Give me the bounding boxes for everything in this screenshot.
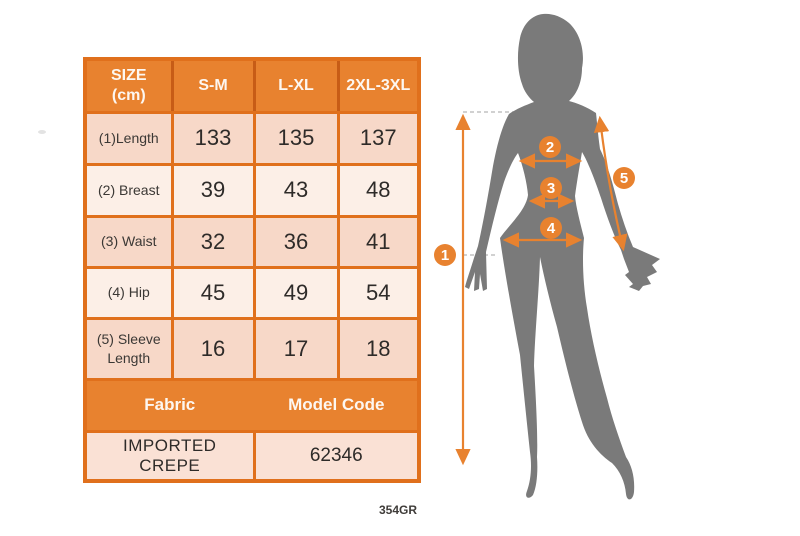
row-label-cell: (5) Sleeve Length: [83, 316, 174, 381]
fabric-header-cell: Fabric: [83, 377, 256, 433]
marker-1: 1: [434, 244, 456, 266]
marker-2-label: 2: [546, 139, 554, 156]
measure-line-sleeve: [593, 115, 628, 252]
col-header-lxl: L-XL: [252, 57, 340, 114]
body-silhouette: [465, 13, 660, 500]
size-value-cell: 41: [336, 214, 421, 269]
marker-3: 3: [540, 177, 562, 199]
table-header-row: SIZE (cm) S-M L-XL 2XL-3XL: [83, 57, 421, 114]
marker-3-label: 3: [547, 180, 555, 197]
marker-4-label: 4: [547, 220, 556, 237]
size-table: SIZE (cm) S-M L-XL 2XL-3XL (1)Length 133…: [83, 57, 421, 483]
row-label-cell: (1)Length: [83, 110, 174, 166]
table-footer-value-row: IMPORTED CREPE 62346: [83, 429, 421, 483]
model-ref-footnote: 354GR: [378, 503, 417, 517]
fabric-value-cell: IMPORTED CREPE: [83, 429, 256, 483]
row-label-cell: (2) Breast: [83, 162, 174, 218]
size-value-cell: 43: [252, 162, 340, 218]
model-code-header-cell: Model Code: [252, 377, 421, 433]
marker-1-label: 1: [441, 247, 449, 264]
size-value-cell: 18: [336, 316, 421, 381]
size-value-cell: 16: [170, 316, 256, 381]
row-label-cell: (3) Waist: [83, 214, 174, 269]
size-value-cell: 32: [170, 214, 256, 269]
size-value-cell: 17: [252, 316, 340, 381]
col-header-2xl3xl: 2XL-3XL: [336, 57, 421, 114]
size-value-cell: 45: [170, 265, 256, 320]
table-footer-header-row: Fabric Model Code: [83, 377, 421, 433]
table-row-sleeve-length: (5) Sleeve Length 16 17 18: [83, 316, 421, 381]
size-value-cell: 137: [336, 110, 421, 166]
table-row-breast: (2) Breast 39 43 48: [83, 162, 421, 218]
size-value-cell: 54: [336, 265, 421, 320]
marker-5-label: 5: [620, 170, 628, 187]
scan-artifact-mark: [38, 130, 46, 134]
size-value-cell: 135: [252, 110, 340, 166]
row-label-cell: (4) Hip: [83, 265, 174, 320]
table-row-waist: (3) Waist 32 36 41: [83, 214, 421, 269]
size-cm-header-cell: SIZE (cm): [83, 57, 174, 114]
marker-4: 4: [540, 217, 562, 239]
size-value-cell: 36: [252, 214, 340, 269]
size-value-cell: 49: [252, 265, 340, 320]
size-value-cell: 48: [336, 162, 421, 218]
table-row-hip: (4) Hip 45 49 54: [83, 265, 421, 320]
marker-2: 2: [539, 136, 561, 158]
marker-5: 5: [613, 167, 635, 189]
size-value-cell: 133: [170, 110, 256, 166]
table-row-length: (1)Length 133 135 137: [83, 110, 421, 166]
model-code-value-cell: 62346: [252, 429, 421, 483]
col-header-sm: S-M: [170, 57, 256, 114]
size-value-cell: 39: [170, 162, 256, 218]
measurement-diagram: 1 2 3 4 5: [434, 13, 660, 500]
